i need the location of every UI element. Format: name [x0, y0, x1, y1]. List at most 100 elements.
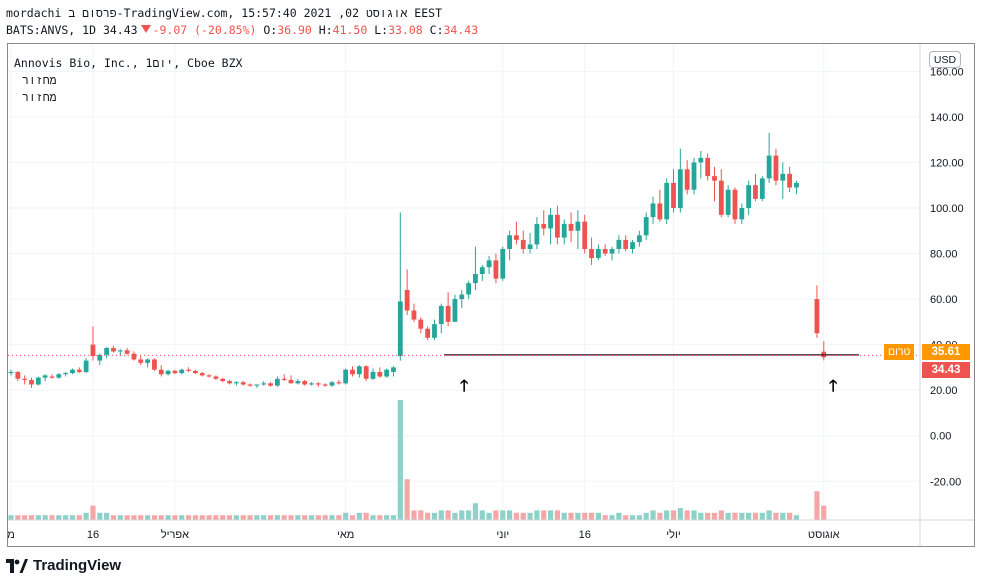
volume-bar	[63, 515, 69, 520]
volume-bar	[636, 515, 642, 520]
candle-body	[684, 169, 690, 190]
candle-body	[568, 223, 574, 231]
volume-bar	[281, 515, 287, 520]
volume-bar	[22, 515, 28, 520]
volume-bar	[595, 512, 601, 520]
candle-body	[534, 223, 540, 245]
volume-bar	[582, 512, 588, 520]
volume-bar	[711, 512, 718, 520]
volume-bar	[384, 515, 390, 520]
volume-bar	[739, 512, 745, 520]
candle-body	[152, 359, 157, 370]
volume-bar	[172, 515, 178, 520]
currency-button[interactable]: USD	[929, 51, 961, 68]
candle-body	[22, 378, 28, 380]
volume-bar	[124, 515, 130, 520]
volume-bar	[185, 515, 192, 520]
brand-text: TradingView	[33, 557, 122, 574]
volume-bar	[643, 512, 649, 520]
candle-body	[698, 157, 704, 163]
volume-bar	[377, 515, 383, 520]
volume-bar	[336, 515, 342, 520]
candle-body	[725, 189, 731, 215]
volume-bar	[261, 515, 267, 520]
candle-body	[70, 369, 75, 374]
volume-bar	[780, 512, 786, 520]
volume-bar	[705, 512, 711, 520]
volume-bar	[192, 515, 199, 520]
volume-legend-2: מחזור	[22, 90, 57, 104]
candle-body	[411, 310, 417, 320]
volume-bar	[534, 510, 540, 520]
volume-bar	[493, 510, 499, 520]
candle-body	[363, 366, 369, 379]
volume-bar	[513, 512, 520, 520]
candle-body	[616, 239, 622, 249]
volume-bar	[623, 515, 629, 520]
candle-body	[425, 328, 431, 338]
volume-bar	[766, 510, 772, 520]
candle-body	[172, 370, 178, 374]
series-legend-title: Annovis Bio, Inc., 1יום, Cboe BZX	[14, 56, 243, 70]
candle-body	[520, 239, 526, 249]
x-tick-label: 16	[579, 529, 591, 541]
candle-body	[384, 369, 390, 377]
candle-body	[746, 185, 752, 208]
candle-body	[97, 354, 103, 361]
candle-body	[623, 239, 629, 249]
volume-bar	[28, 515, 35, 520]
volume-bar	[15, 515, 21, 520]
header-ohlc-line: BATS:ANVS, 1D 34.43 -9.07 (-20.85%) O:36.…	[6, 23, 478, 37]
candle-body	[213, 376, 219, 379]
volume-bar	[199, 515, 205, 520]
volume-bar	[83, 512, 89, 520]
candle-body	[780, 173, 786, 181]
candle-body	[473, 274, 478, 284]
candle-body	[193, 370, 198, 374]
volume-bar	[616, 512, 622, 520]
volume-bar	[452, 512, 458, 520]
volume-bar	[240, 515, 246, 520]
tradingview-logo[interactable]: TradingView	[6, 557, 121, 574]
low-label: L:	[374, 23, 389, 37]
volume-bar	[431, 512, 438, 520]
volume-bar	[793, 515, 800, 520]
candle-body	[227, 381, 232, 384]
volume-bar	[179, 515, 185, 520]
candle-body	[104, 348, 110, 355]
volume-bar	[117, 515, 123, 520]
volume-bar	[588, 512, 595, 520]
candle-body	[261, 383, 267, 385]
candle-body	[445, 305, 451, 322]
volume-bar	[814, 491, 820, 520]
candle-body	[418, 319, 424, 329]
candle-body	[247, 384, 253, 386]
volume-bar	[691, 510, 697, 520]
candle-body	[814, 299, 820, 334]
volume-bar	[302, 515, 308, 520]
volume-bar	[42, 515, 48, 520]
x-tick-label: מ	[7, 529, 15, 541]
volume-bar	[575, 512, 581, 520]
candle-body	[8, 371, 14, 374]
candle-body	[753, 185, 758, 199]
x-tick-label: אוגוסט	[808, 529, 840, 541]
volume-bar	[315, 515, 321, 520]
volume-bar	[445, 510, 451, 520]
volume-bar	[254, 515, 260, 520]
volume-bar	[479, 510, 485, 520]
volume-bar	[226, 515, 233, 520]
candle-body	[650, 203, 656, 218]
candle-body	[274, 378, 280, 386]
volume-bar	[746, 512, 752, 520]
candle-body	[452, 299, 458, 322]
volume-bar	[97, 512, 103, 520]
symbol-label: BATS:ANVS, 1D	[6, 23, 97, 37]
candle-body	[281, 378, 287, 380]
volume-bar	[657, 512, 663, 520]
candle-body	[787, 173, 793, 188]
volume-legend-1: מחזור	[22, 73, 57, 87]
candle-body	[438, 305, 444, 325]
candle-body	[322, 384, 328, 386]
